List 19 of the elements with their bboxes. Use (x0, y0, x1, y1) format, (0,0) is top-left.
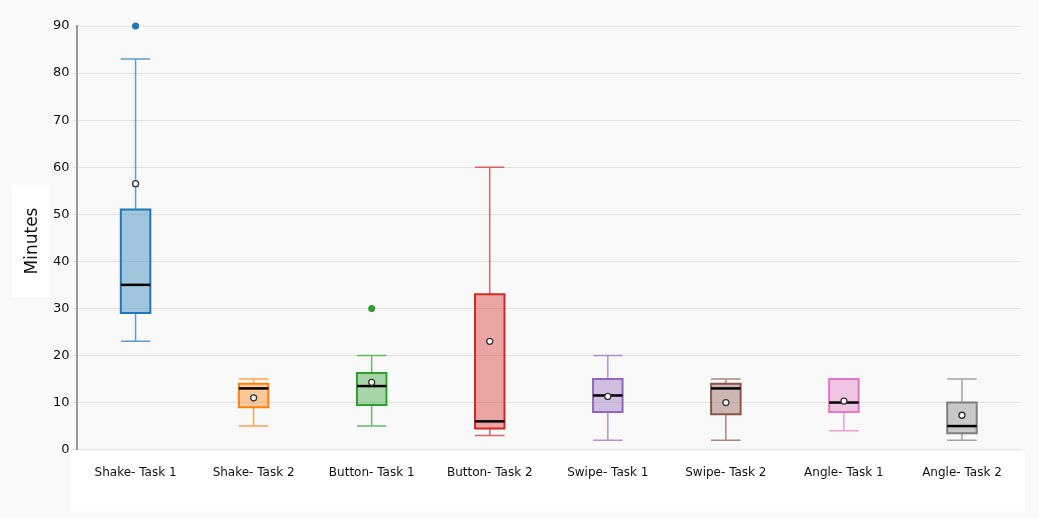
x-tick-label: Button- Task 2 (446, 464, 533, 479)
x-tick-label: Swipe- Task 2 (685, 464, 767, 479)
y-tick-label: 80 (53, 64, 70, 80)
x-tick-label: Swipe- Task 1 (567, 464, 649, 479)
y-tick-label: 30 (53, 299, 70, 315)
x-tick-label: Shake- Task 2 (212, 464, 295, 479)
y-tick-label: 40 (53, 252, 70, 268)
y-tick-label: 20 (53, 346, 70, 362)
y-axis-title: Minutes (21, 207, 42, 275)
y-tick-label: 50 (53, 205, 70, 221)
y-tick-label: 10 (53, 393, 70, 409)
y-tick-label: 0 (61, 440, 70, 456)
x-tick-label: Angle- Task 2 (922, 464, 1002, 479)
x-tick-label: Button- Task 1 (328, 464, 415, 479)
y-tick-label: 60 (53, 158, 70, 174)
y-tick-label: 90 (53, 17, 70, 33)
y-tick-label: 70 (53, 111, 70, 127)
x-tick-label: Shake- Task 1 (94, 464, 177, 479)
x-tick-label: Angle- Task 1 (804, 464, 884, 479)
